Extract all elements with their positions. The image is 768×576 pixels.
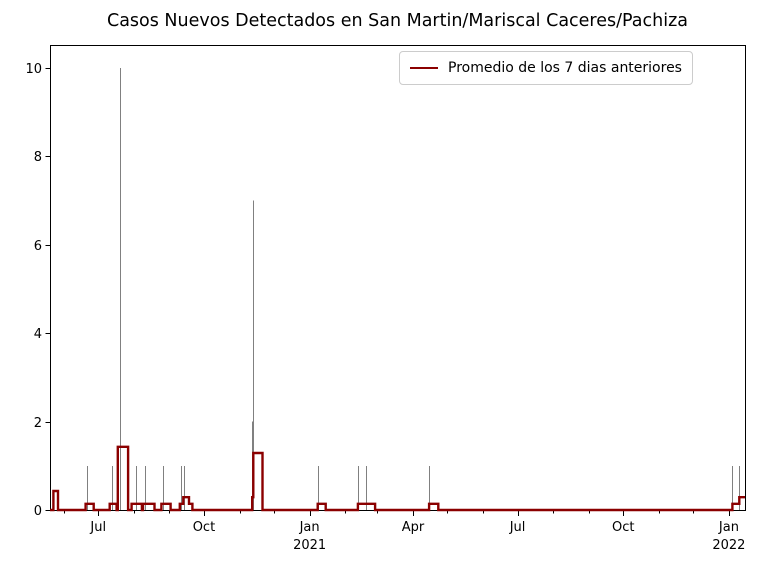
legend-line-sample (410, 66, 438, 70)
y-tick-label: 0 (34, 504, 42, 519)
y-axis-ticks: 0 2 4 6 8 10 (25, 62, 50, 519)
plot-border (50, 45, 746, 511)
x-tick-label: Jul (509, 520, 526, 535)
average-line (50, 445, 745, 512)
y-tick-label: 2 (34, 416, 42, 431)
x-tick-label: Oct (612, 520, 634, 535)
legend: Promedio de los 7 dias anteriores (399, 51, 693, 85)
x-tick-label: Oct (193, 520, 215, 535)
x-tick-year-label: 2022 (712, 538, 745, 553)
chart-title: Casos Nuevos Detectados en San Martin/Ma… (106, 11, 688, 31)
x-tick-label: Jan (718, 520, 739, 535)
x-axis-ticks: Jul Oct Jan 2021 Apr Jul Oct Jan 2022 (64, 510, 745, 553)
x-tick-label: Jan (299, 520, 320, 535)
x-tick-label: Jul (89, 520, 106, 535)
y-tick-label: 6 (34, 239, 42, 254)
daily-bars (87, 67, 740, 510)
legend-label: Promedio de los 7 dias anteriores (448, 60, 682, 76)
y-tick-label: 8 (34, 150, 42, 165)
x-tick-label: Apr (402, 520, 425, 535)
y-tick-label: 10 (25, 62, 42, 77)
y-tick-label: 4 (34, 327, 42, 342)
x-tick-year-label: 2021 (293, 538, 326, 553)
